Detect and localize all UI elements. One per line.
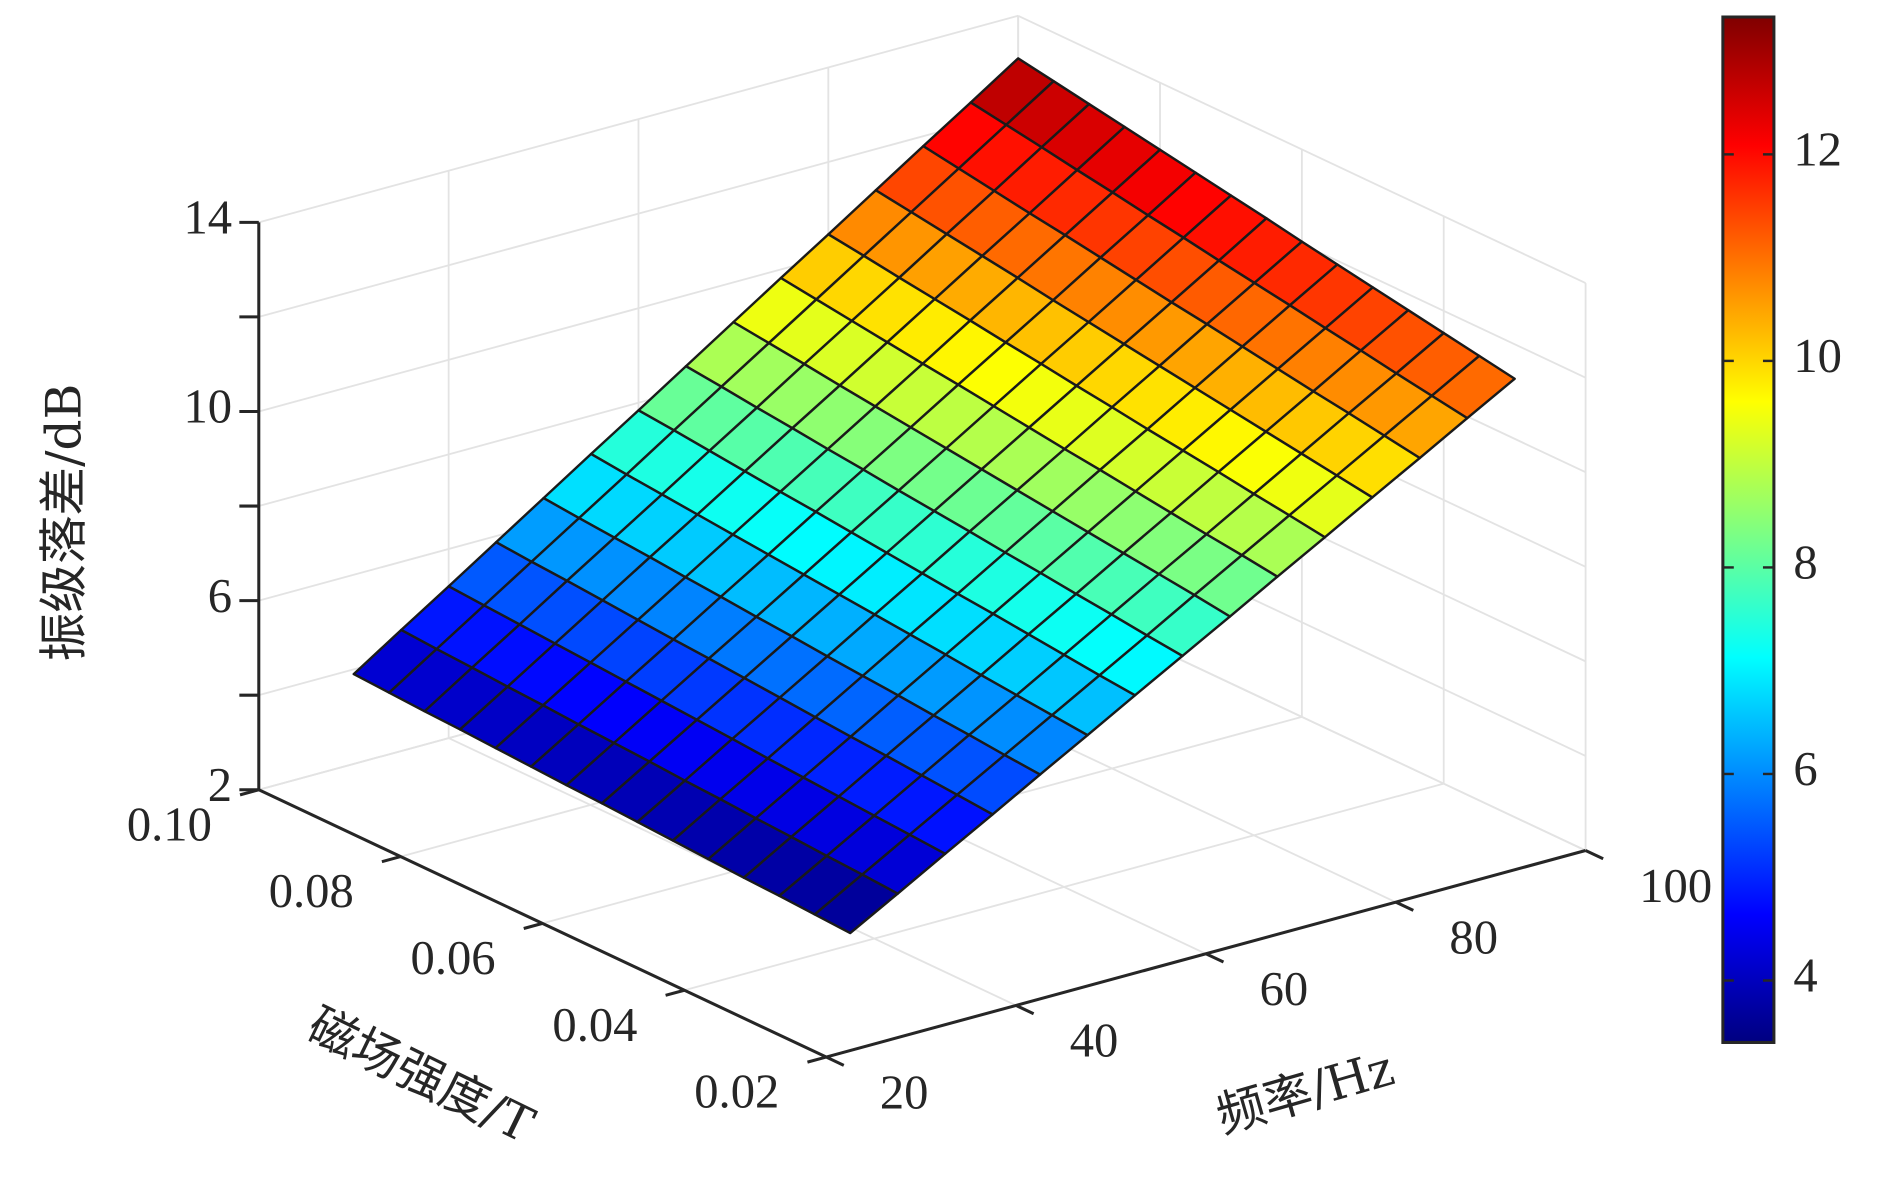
colorbar-tick-label: 4 <box>1793 949 1817 1003</box>
x-tick-label: 100 <box>1639 859 1712 913</box>
z-tick-label: 2 <box>208 758 232 812</box>
y-tick <box>523 921 543 930</box>
surface-patch <box>813 873 899 935</box>
x-tick <box>1584 849 1604 861</box>
x-tick-label: 40 <box>1070 1014 1119 1068</box>
grid-line <box>1017 14 1586 284</box>
y-tick-label: 0.08 <box>269 864 354 918</box>
y-tick <box>807 1055 827 1064</box>
colorbar-tick-label: 12 <box>1793 123 1842 177</box>
y-tick-label: 0.02 <box>694 1065 779 1119</box>
grid-line <box>684 782 1444 992</box>
grid-line <box>258 109 1019 318</box>
colorbar <box>1721 15 1776 1044</box>
y-tick <box>665 988 685 997</box>
x-tick <box>825 1055 845 1067</box>
x-tick-label: 20 <box>880 1065 929 1119</box>
z-tick-label: 14 <box>183 191 232 245</box>
x-tick-label: 60 <box>1260 962 1309 1016</box>
y-axis-label: 磁场强度/T <box>299 997 542 1154</box>
x-tick <box>1395 900 1414 912</box>
x-tick <box>1205 952 1225 964</box>
y-tick-label: 0.04 <box>552 998 637 1052</box>
z-axis-label: 振级落差/dB <box>37 384 93 662</box>
x-tick <box>1015 1004 1035 1016</box>
z-tick-label: 10 <box>183 380 232 434</box>
x-axis-label: 频率/Hz <box>1210 1041 1400 1145</box>
colorbar-tick-label: 6 <box>1793 742 1817 796</box>
colorbar-tick-label: 8 <box>1793 536 1817 590</box>
y-tick <box>381 855 402 864</box>
y-tick-label: 0.10 <box>127 797 212 851</box>
x-tick-label: 80 <box>1449 910 1498 964</box>
z-tick-label: 6 <box>208 569 232 623</box>
y-tick-label: 0.06 <box>411 931 496 985</box>
plot-area: 振级落差/dB 磁场强度/T 频率/Hz 2 6 10 14 0.02 0.04 0.06 0… <box>37 14 1842 1154</box>
y-tick <box>239 788 260 797</box>
colorbar-tick-label: 10 <box>1793 329 1842 383</box>
grid-line <box>258 14 1019 224</box>
